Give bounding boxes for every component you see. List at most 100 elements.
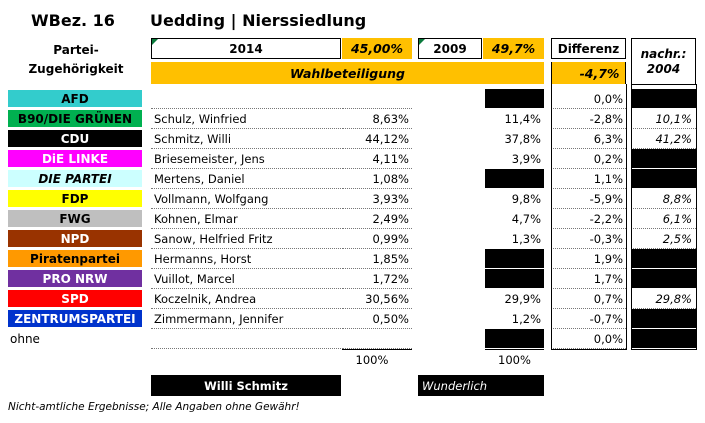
year-2009-label: 2009: [433, 41, 467, 56]
vote-difference: 0,0%: [551, 329, 626, 349]
party-label: Piratenpartei: [8, 250, 142, 267]
vote-share-2009: 3,9%: [511, 152, 541, 166]
vote-share-2014: 8,63%: [342, 109, 412, 129]
vote-difference: 0,7%: [551, 289, 626, 309]
no-candidate-2004: [631, 249, 697, 268]
party-column-header: Partei- Zugehörigkeit: [28, 43, 124, 76]
vote-share-2014: 1,72%: [342, 269, 412, 289]
total-2009: 100%: [498, 353, 531, 367]
difference-bottom-border: [551, 349, 627, 350]
vote-share-2014: 2,49%: [342, 209, 412, 229]
vote-share-2014: [342, 89, 412, 109]
vote-share-2009: 4,7%: [511, 212, 541, 226]
total-2014: 100%: [355, 353, 389, 367]
difference-left-border: [551, 84, 552, 349]
party-label: B90/DIE GRÜNEN: [8, 110, 142, 127]
party-label: ohne: [10, 331, 40, 346]
vote-share-2014: 1,08%: [342, 169, 412, 189]
vote-share-2009: 9,8%: [511, 192, 541, 206]
vote-share-2014: [342, 329, 412, 349]
vote-share-2004: 6,1%: [631, 209, 696, 229]
vote-share-2014: 44,12%: [342, 129, 412, 149]
candidate-name: [151, 89, 341, 109]
year-2014-header: 2014: [151, 38, 341, 59]
vote-share-2009: 1,3%: [511, 232, 541, 246]
party-label: ZENTRUMSPARTEI: [8, 310, 142, 327]
vote-share-2014: 0,50%: [342, 309, 412, 329]
vote-share-2014: 4,11%: [342, 149, 412, 169]
party-label: FWG: [8, 210, 142, 227]
turnout-label-bar: Wahlbeteiligung: [151, 62, 544, 84]
vote-share-2004: 2,5%: [631, 229, 696, 249]
candidate-name: Vollmann, Wolfgang: [151, 189, 341, 209]
no-candidate-2009: [485, 329, 544, 348]
reference-right-border: [696, 84, 697, 349]
vote-share-2004: 29,8%: [631, 289, 696, 309]
party-label: DiE LINKE: [8, 150, 142, 167]
vote-share-2009: 29,9%: [504, 292, 541, 306]
candidate-name: [151, 329, 341, 349]
candidate-name: Kohnen, Elmar: [151, 209, 341, 229]
vote-share-2014: 3,93%: [342, 189, 412, 209]
vote-share-2014: 0,99%: [342, 229, 412, 249]
disclaimer: Nicht-amtliche Ergebnisse; Alle Angaben …: [8, 401, 300, 413]
reference-bottom-border: [631, 349, 697, 350]
party-label: SPD: [8, 290, 142, 307]
turnout-difference: -4,7%: [551, 62, 626, 84]
reference-left-border: [631, 84, 632, 349]
vote-share-2004: 8,8%: [631, 189, 696, 209]
party-label: FDP: [8, 190, 142, 207]
comment-marker-icon: [419, 39, 425, 45]
no-candidate-2009: [485, 269, 544, 288]
candidate-name: Schmitz, Willi: [151, 129, 341, 149]
vote-difference: -0,7%: [551, 309, 626, 329]
no-candidate-2009: [485, 169, 544, 188]
vote-share-2014: 1,85%: [342, 249, 412, 269]
district-name: Uedding | Nierssiedlung: [150, 11, 367, 30]
no-candidate-2004: [631, 269, 697, 288]
winner-2009: Wunderlich: [418, 375, 544, 396]
party-label: CDU: [8, 130, 142, 147]
candidate-name: Mertens, Daniel: [151, 169, 341, 189]
candidate-name: Koczelnik, Andrea: [151, 289, 341, 309]
vote-difference: -0,3%: [551, 229, 626, 249]
vote-share-2004: 10,1%: [631, 109, 696, 129]
vote-share-2014: 30,56%: [342, 289, 412, 309]
candidate-name: Hermanns, Horst: [151, 249, 341, 269]
candidate-name: Sanow, Helfried Fritz: [151, 229, 341, 249]
year-2014-label: 2014: [229, 41, 263, 56]
vote-difference: 1,7%: [551, 269, 626, 289]
comment-marker-icon: [152, 39, 158, 45]
district-number: WBez. 16: [31, 11, 115, 30]
total-2009-line: [485, 349, 544, 350]
vote-share-2009: 1,2%: [511, 312, 541, 326]
turnout-2009: 49,7%: [483, 38, 544, 59]
party-label: PRO NRW: [8, 270, 142, 287]
no-candidate-2004: [631, 309, 697, 328]
vote-difference: 6,3%: [551, 129, 626, 149]
no-candidate-2009: [485, 249, 544, 268]
vote-difference: 1,9%: [551, 249, 626, 269]
no-candidate-2009: [485, 89, 544, 108]
party-label: DIE PARTEI: [8, 170, 142, 187]
reference-2004-header: nachr.: 2004: [631, 38, 696, 85]
no-candidate-2004: [631, 89, 697, 108]
vote-difference: -2,8%: [551, 109, 626, 129]
difference-right-border: [626, 84, 627, 349]
difference-header: Differenz: [551, 38, 626, 59]
vote-difference: 1,1%: [551, 169, 626, 189]
party-label: NPD: [8, 230, 142, 247]
candidate-name: Briesemeister, Jens: [151, 149, 341, 169]
vote-difference: 0,2%: [551, 149, 626, 169]
no-candidate-2004: [631, 149, 697, 168]
total-2014-line: [342, 349, 412, 350]
no-candidate-2004: [631, 329, 697, 348]
vote-difference: 0,0%: [551, 89, 626, 109]
winner-2014: Willi Schmitz: [151, 375, 341, 396]
vote-share-2009: 11,4%: [504, 112, 541, 126]
vote-difference: -5,9%: [551, 189, 626, 209]
candidate-name: Schulz, Winfried: [151, 109, 341, 129]
candidate-name: Vuillot, Marcel: [151, 269, 341, 289]
party-label: AFD: [8, 90, 142, 107]
vote-difference: -2,2%: [551, 209, 626, 229]
